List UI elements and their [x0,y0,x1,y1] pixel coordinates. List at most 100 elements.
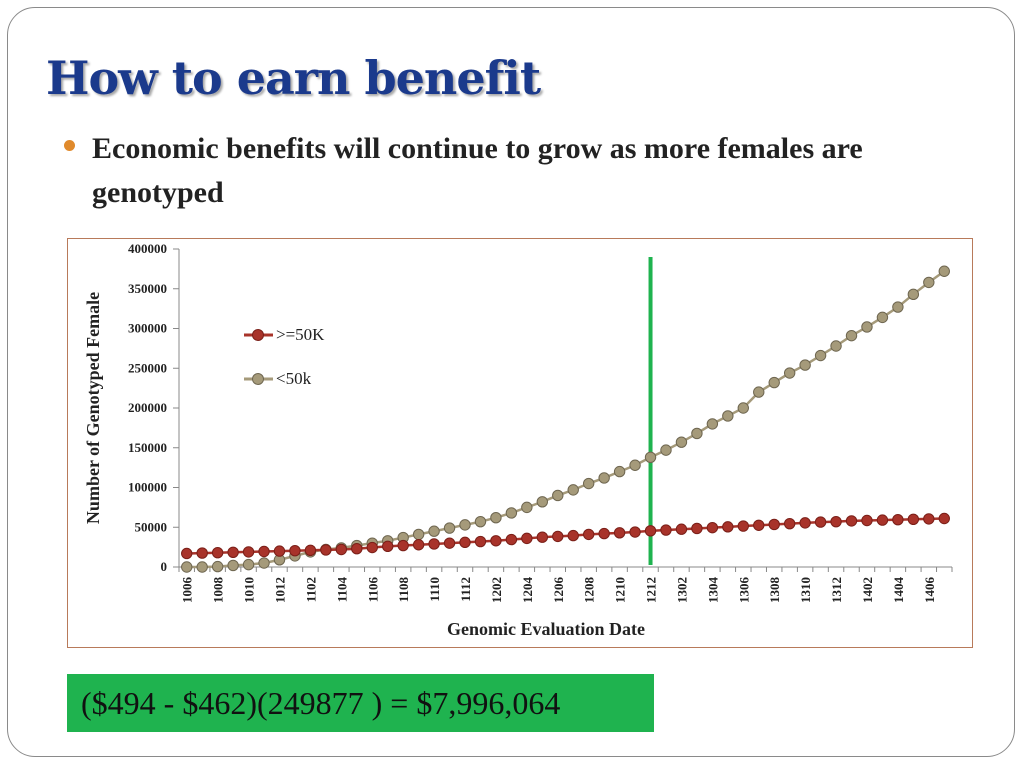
x-axis-label: Genomic Evaluation Date [447,619,645,639]
data-point [505,507,518,519]
data-point [521,501,533,514]
y-tick-label: 350000 [128,281,167,296]
data-point [567,529,579,542]
data-point [582,528,595,541]
data-point [938,512,950,525]
line-chart: 0 50000 100000 150000 200000 250000 300000 3500… [83,241,953,639]
data-point [552,530,564,543]
data-point [737,520,749,532]
x-tick-label: 1310 [798,577,813,603]
bullet-text: Economic benefits will continue to grow … [92,132,863,209]
y-tick-label: 0 [161,559,168,574]
data-point [598,527,610,540]
data-point [320,544,332,556]
data-point [505,533,518,546]
data-point [691,427,703,440]
data-point [629,526,641,538]
data-point [242,558,255,571]
bullet-dot-icon [64,140,75,151]
data-point [490,512,502,524]
data-point [644,451,657,463]
data-point [536,496,549,508]
formula-box: ($494 - $462)(249877 ) = $7,996,064 [67,674,654,732]
data-point [490,535,502,547]
data-point [227,546,239,558]
data-point [861,514,873,527]
data-point [830,340,842,352]
x-tick-label: 1108 [396,577,411,603]
data-point [691,522,703,535]
data-point [211,546,224,559]
y-tick-label: 400000 [128,241,167,256]
data-point [675,436,688,448]
x-tick-label: 1210 [613,577,628,603]
data-point [722,521,734,533]
data-point [351,543,363,555]
data-point [397,539,409,552]
slide-title: How to earn benefit [46,51,541,105]
legend-marker [252,329,264,341]
data-point [907,513,920,525]
data-point [629,459,641,471]
data-point [660,524,672,536]
data-point [196,561,208,573]
x-tick-label: 1206 [551,577,566,604]
data-point [660,444,672,456]
data-point [830,515,842,528]
data-point [521,532,533,545]
legend-label: >=50K [276,325,325,344]
y-tick-label: 50000 [135,519,168,534]
data-point [923,513,935,525]
data-point [258,545,270,558]
data-point [938,265,950,277]
x-tick-label: 1304 [705,577,720,604]
data-point [845,515,858,527]
data-point [876,514,889,526]
x-tick-label: 1306 [736,577,751,604]
x-tick-label: 1404 [891,577,906,604]
data-point [814,349,827,362]
data-point [258,557,270,569]
y-tick-label: 250000 [128,360,167,375]
legend-marker [252,373,264,385]
legend-label: <50k [276,369,312,388]
data-point [552,489,564,502]
data-point [289,545,301,557]
y-tick-label: 100000 [128,480,167,495]
data-point [706,418,719,430]
x-tick-label: 1312 [829,577,844,603]
data-point [412,539,425,551]
x-tick-label: 1204 [520,577,535,604]
x-tick-label: 1102 [303,577,318,602]
data-point [783,367,796,379]
x-tick-label: 1008 [211,577,226,604]
data-point [876,311,889,324]
data-point [382,540,394,553]
data-point [799,517,811,529]
data-point [211,560,224,573]
x-tick-label: 1208 [582,577,597,604]
data-point [613,465,626,478]
data-point [428,525,440,537]
x-tick-label: 1302 [674,577,689,603]
x-tick-label: 1308 [767,577,782,604]
y-tick-label: 300000 [128,321,167,336]
data-point [598,472,610,484]
x-tick-label: 1406 [922,577,937,604]
x-tick-label: 1104 [334,577,349,603]
data-point [443,522,456,534]
data-point [753,386,765,398]
x-tick-label: 1202 [489,577,504,603]
data-point [474,515,487,528]
data-point [799,359,811,371]
y-tick-label: 150000 [128,440,167,455]
series-line [186,517,945,555]
data-point [536,531,549,543]
data-point [181,547,193,560]
data-point [892,301,904,313]
data-point [907,288,920,301]
data-point [814,516,827,528]
y-tick-label: 200000 [128,400,167,415]
y-axis-label: Number of Genotyped Female [83,292,103,524]
chart-container: 0 50000 100000 150000 200000 250000 300000 3500… [67,238,973,648]
